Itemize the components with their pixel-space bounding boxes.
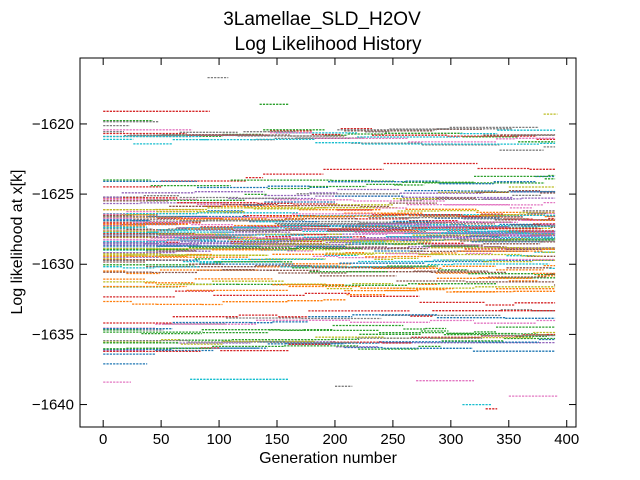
chain-lines (103, 76, 558, 410)
x-tick-label: 50 (153, 431, 170, 448)
chart-title-line-2: Log Likelihood History (235, 34, 422, 55)
x-tick-label: 150 (264, 431, 289, 448)
y-tick-label: −1635 (32, 326, 74, 343)
x-tick-label: 300 (438, 431, 463, 448)
x-tick-label: 400 (554, 431, 579, 448)
chart-title-line-1: 3Lamellae_SLD_H2OV (223, 9, 421, 30)
x-tick-label: 350 (496, 431, 521, 448)
x-tick-label: 0 (99, 431, 107, 448)
y-tick-label: −1630 (32, 256, 74, 273)
y-tick-label: −1625 (32, 186, 74, 203)
y-axis-label: Log likelihood at x[k] (9, 170, 26, 315)
plot-frame (79, 57, 577, 428)
x-tick-label: 250 (380, 431, 405, 448)
axis-ticks: 0 50 100 150 200 250 300 350 400 −1620 −1625 −1630 −… (32, 58, 579, 448)
y-tick-label: −1640 (32, 397, 74, 414)
y-tick-label: −1620 (32, 116, 74, 133)
x-tick-label: 200 (322, 431, 347, 448)
x-axis-label: Generation number (259, 450, 398, 467)
x-tick-label: 100 (207, 431, 232, 448)
